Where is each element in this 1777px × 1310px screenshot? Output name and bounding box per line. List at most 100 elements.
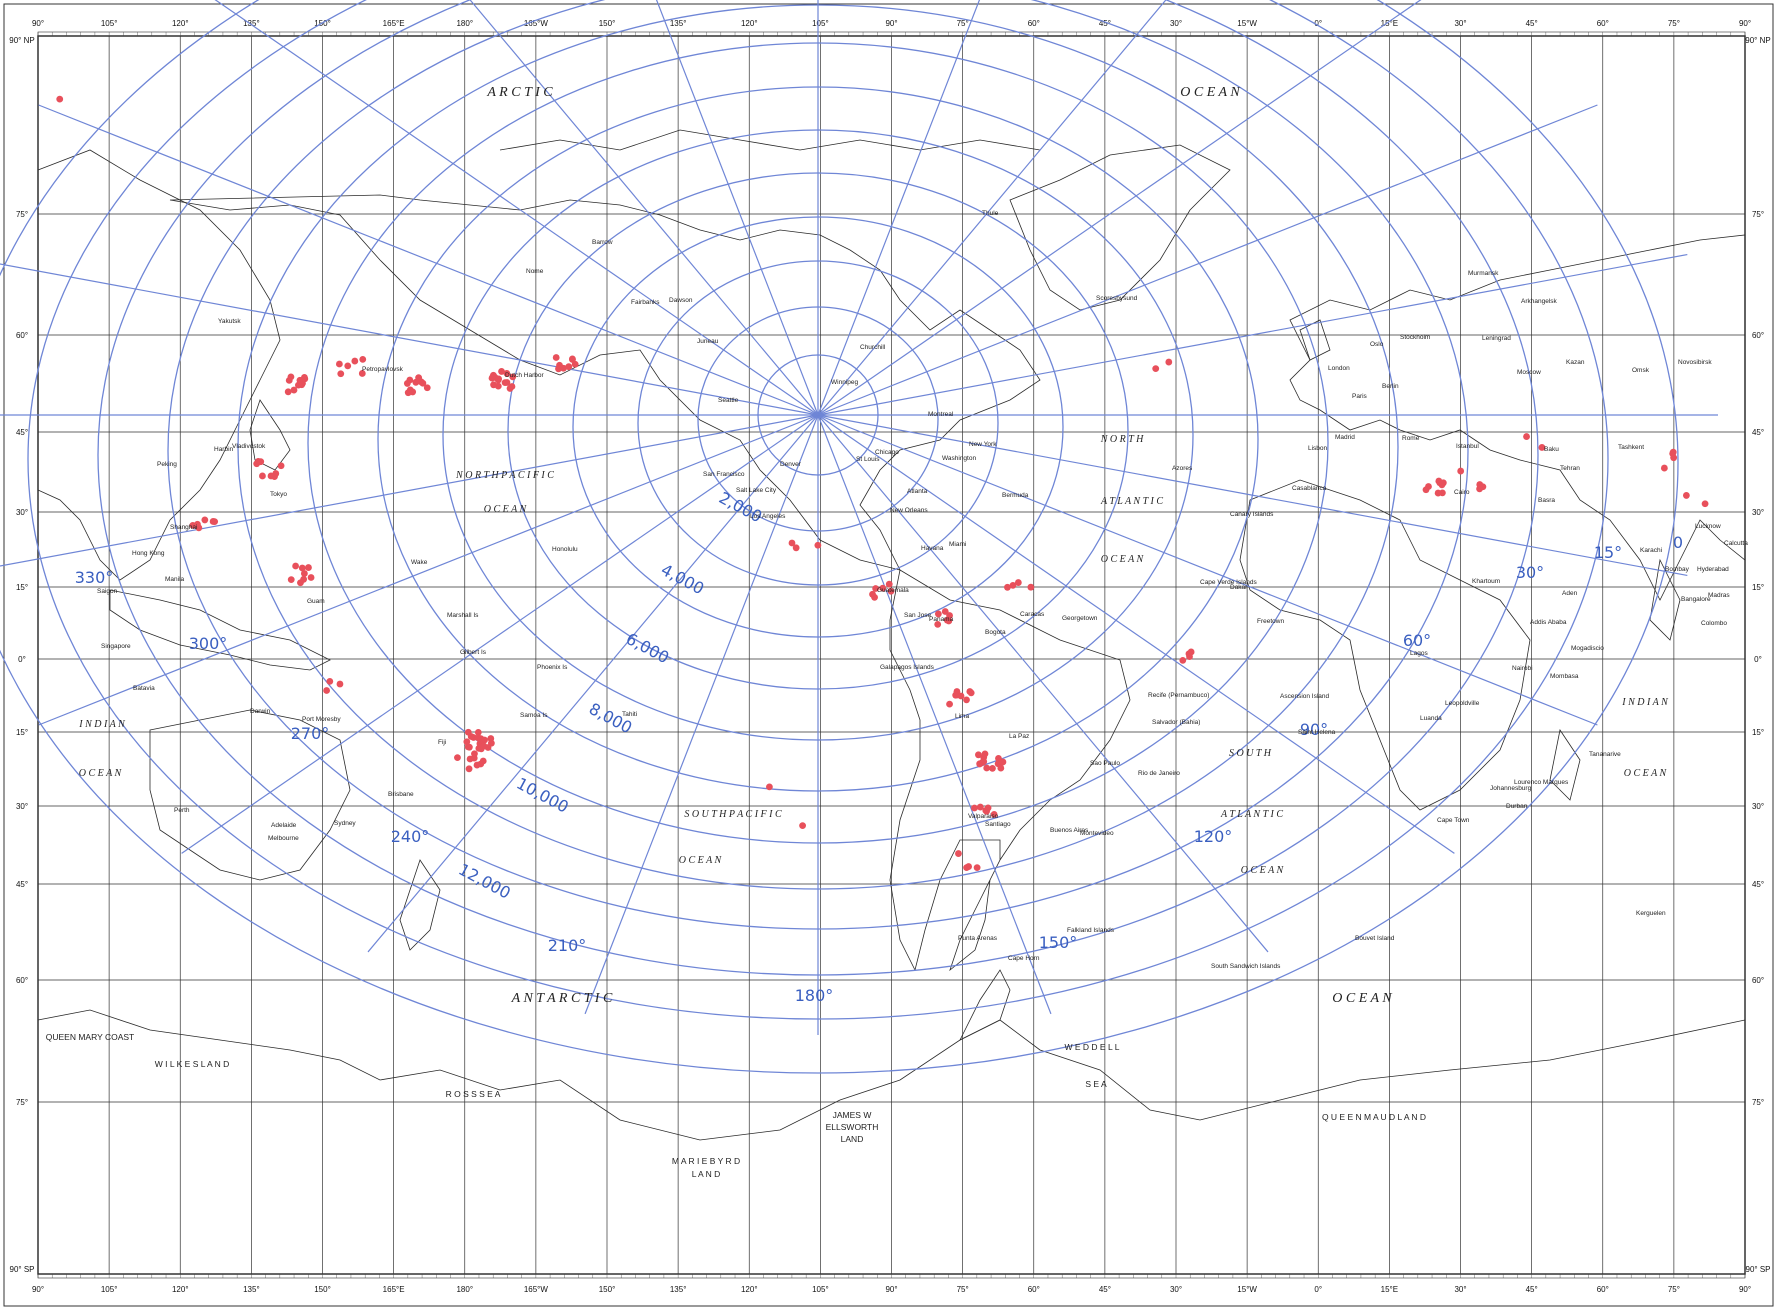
land-label-wilkes-land: W I L K E S L A N D	[155, 1059, 229, 1069]
earthquake-event	[1004, 583, 1011, 591]
azimuth-line	[817, 104, 1598, 416]
azimuth-line	[0, 263, 819, 416]
earthquake-event	[337, 370, 345, 378]
earthquake-event	[358, 370, 366, 377]
place-label: Punta Arenas	[958, 935, 998, 942]
place-label: Port Moresby	[302, 716, 341, 723]
earthquake-event	[423, 384, 431, 392]
earthquake-event	[254, 457, 262, 465]
earthquake-event	[277, 462, 285, 470]
earthquake-event	[335, 360, 343, 368]
outer-frame	[3, 3, 1774, 1307]
earthquake-event	[509, 373, 517, 381]
earthquake-event	[467, 733, 475, 740]
place-label: Saint Helena	[1298, 729, 1336, 736]
place-label: Nome	[526, 268, 544, 275]
earthquake-event	[474, 728, 482, 736]
right-latitude-label: 15°	[1752, 583, 1764, 592]
earthquake-event	[1014, 579, 1022, 586]
bottom-longitude-label: 150°	[314, 1285, 331, 1294]
place-label: Honolulu	[552, 546, 578, 553]
antarctica-coast	[37, 1009, 1746, 1141]
earthquake-event	[941, 608, 949, 615]
top-longitude-label: 135°	[243, 19, 260, 28]
earthquake-event	[1457, 467, 1465, 475]
place-label: Thule	[982, 210, 999, 217]
earthquake-event	[971, 804, 978, 812]
top-longitude-label: 75°	[1668, 19, 1680, 28]
place-label: Tashkent	[1618, 444, 1644, 451]
madagascar-coast	[1549, 728, 1581, 801]
bottom-longitude-label: 90°	[1739, 1285, 1751, 1294]
ocean-label-antarctic-ocean: O C E A N	[1332, 991, 1392, 1006]
place-label: Adelaide	[271, 822, 297, 829]
bottom-longitude-label: 15°E	[1381, 1285, 1398, 1294]
place-label: Perth	[174, 807, 190, 814]
distance-label: 4,000	[658, 560, 707, 598]
bottom-longitude-label: 60°	[1597, 1285, 1609, 1294]
place-label: Cape Horn	[1008, 955, 1040, 962]
place-label: Miami	[949, 541, 966, 548]
earthquake-event	[1027, 583, 1035, 591]
place-label: Tananarive	[1589, 751, 1621, 758]
place-label: Cape Verde Islands	[1200, 579, 1257, 586]
place-label: Samoa Is	[520, 712, 548, 719]
place-label: Caracas	[1020, 611, 1045, 618]
place-label: San Francisco	[703, 471, 745, 478]
place-label: Lima	[955, 713, 969, 720]
north-america-coast	[169, 194, 1041, 571]
place-label: Atlanta	[907, 488, 928, 495]
place-label: Valparaiso	[968, 813, 999, 820]
place-label: Bangalore	[1681, 596, 1711, 603]
place-label: Bogota	[985, 629, 1006, 636]
earthquake-event	[307, 574, 315, 581]
earthquake-event	[766, 783, 773, 791]
azimuth-line	[817, 414, 1688, 577]
bottom-longitude-label: 180°	[456, 1285, 473, 1294]
place-label: Peking	[157, 461, 177, 468]
place-label: Montevideo	[1080, 830, 1114, 837]
right-latitude-label: 45°	[1752, 880, 1764, 889]
bottom-longitude-label: 45°	[1099, 1285, 1111, 1294]
left-latitude-label: 0°	[18, 655, 26, 664]
right-latitude-label: 45°	[1752, 428, 1764, 437]
earthquake-event	[336, 680, 344, 688]
azimuth-line	[817, 0, 1167, 416]
azimuth-label: 180°	[795, 986, 834, 1005]
africa-coast	[1239, 479, 1531, 811]
left-latitude-label: 75°	[16, 210, 28, 219]
top-longitude-label: 45°	[1526, 19, 1538, 28]
place-label: La Paz	[1009, 733, 1029, 740]
land-label-ross-sea: R O S S S E A	[446, 1089, 501, 1099]
azimuth-label: 90°	[1300, 720, 1328, 739]
earthquake-event	[569, 356, 576, 363]
place-label: South Sandwich Islands	[1211, 963, 1281, 970]
azimuth-label: 330°	[75, 568, 114, 587]
graticule: 90° 90° 105° 105° 120° 120° 135° 135° 150° 150° 16…	[9, 19, 1770, 1294]
earthquake-event	[984, 804, 992, 812]
right-latitude-label: 30°	[1752, 802, 1764, 811]
ocean-label-arctic-ocean: O C E A N	[1180, 85, 1240, 100]
south-america-coast	[889, 569, 1131, 972]
earthquake-event	[465, 765, 473, 773]
place-label: Casablanca	[1292, 485, 1327, 492]
distance-label: 8,000	[586, 699, 635, 737]
place-label: Novosibirsk	[1678, 359, 1712, 366]
earthquake-event	[957, 692, 965, 700]
seismic-events	[56, 95, 1709, 872]
earthquake-event	[976, 803, 984, 811]
earthquake-event	[1425, 483, 1432, 490]
left-latitude-label: 45°	[16, 428, 28, 437]
place-label: Johannesburg	[1490, 785, 1532, 792]
place-label: Tehran	[1560, 465, 1580, 472]
top-longitude-label: 180°	[456, 19, 473, 28]
bottom-longitude-label: 90°	[32, 1285, 44, 1294]
bottom-longitude-label: 105°	[812, 1285, 829, 1294]
place-label: Singapore	[101, 643, 131, 650]
place-label: New York	[969, 441, 997, 448]
place-label: Yakutsk	[218, 318, 241, 325]
place-label: Juneau	[697, 338, 719, 345]
place-label: Basra	[1538, 497, 1555, 504]
place-label: Denver	[780, 461, 802, 468]
place-label: Harbin	[214, 446, 234, 453]
